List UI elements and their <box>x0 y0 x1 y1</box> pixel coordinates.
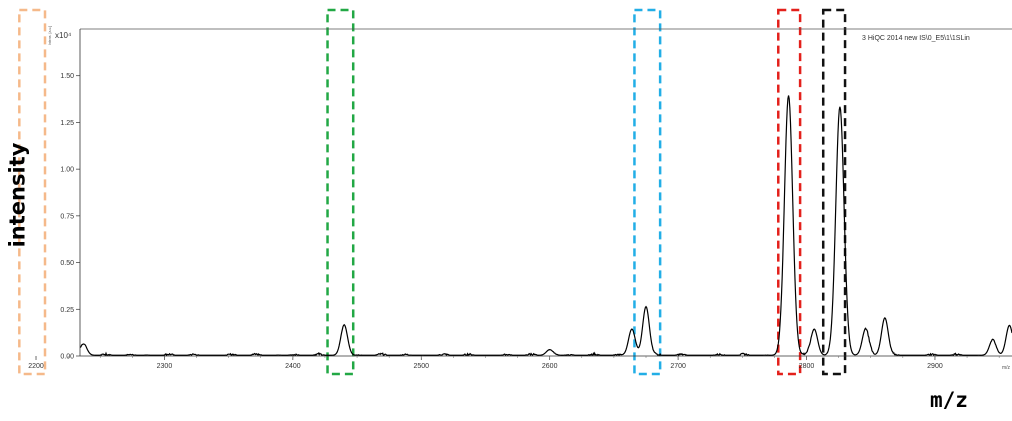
header-label: 3 HiQC 2014 new IS\0_E5\1\1SLin <box>862 35 970 42</box>
spectrum-line <box>79 95 1012 357</box>
y-axis-title-text: intensity <box>5 142 29 248</box>
y-multiplier-label: x10⁴ <box>55 31 72 40</box>
x-tick-label: 2300 <box>157 363 173 370</box>
x-axis-title: m/z <box>930 388 968 412</box>
y-tick-label: 0.75 <box>60 213 74 220</box>
x-tick-label: 2500 <box>413 363 429 370</box>
y-tick-label: 0.50 <box>60 260 74 267</box>
highlight-box <box>821 8 847 376</box>
highlight-box <box>326 8 355 376</box>
axes: 3 HiQC 2014 new IS\0_E5\1\1SLin x10⁴ Int… <box>48 26 1012 371</box>
x-tick-label: 2700 <box>670 363 686 370</box>
y-tick-label: 1.25 <box>60 120 74 127</box>
y-tick-label: 0.00 <box>60 354 74 361</box>
x-tick-label: 2400 <box>285 363 301 370</box>
x-tick-label: 2200 <box>28 363 44 370</box>
x-tick-label: 2800 <box>799 363 815 370</box>
highlight-boxes <box>18 8 847 376</box>
y-tick-label: 1.50 <box>60 73 74 80</box>
y-axis-title: intensity <box>2 120 32 270</box>
x-tick-label: 2900 <box>927 363 943 370</box>
highlight-box <box>633 8 662 376</box>
y-units-label: Intens. [a.u.] <box>48 26 52 45</box>
x-tick-label: 2600 <box>542 363 558 370</box>
highlight-box <box>777 8 802 376</box>
ticks: 2200 2300 2400 2500 2600 2700 2800 2900 0.00 0.25… <box>28 73 1000 370</box>
y-tick-label: 0.25 <box>60 307 74 314</box>
y-tick-label: 1.00 <box>60 167 74 174</box>
x-axis-end-label: m/z <box>1002 365 1011 371</box>
series <box>79 95 1012 357</box>
